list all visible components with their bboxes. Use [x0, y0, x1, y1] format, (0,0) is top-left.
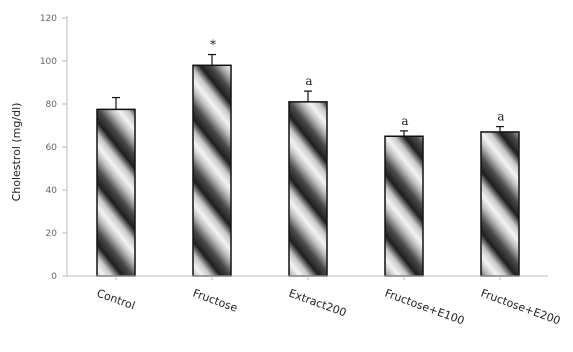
bar: [96, 108, 136, 277]
significance-label: *: [210, 38, 216, 52]
bar: [192, 64, 232, 277]
x-category-label: Fructose+E100: [383, 287, 466, 328]
y-tick-label: 0: [51, 272, 57, 282]
x-category-label: Extract200: [287, 287, 348, 320]
y-tick-label: 40: [46, 186, 58, 196]
significance-label: a: [497, 110, 504, 124]
y-tick-label: 20: [46, 229, 58, 239]
x-category-label: Fructose: [191, 287, 239, 315]
significance-label: a: [401, 114, 408, 128]
significance-label: a: [305, 74, 312, 88]
bar: [480, 131, 520, 277]
bar: [288, 101, 328, 277]
y-axis-title: Cholestrol (mg/dl): [10, 103, 23, 202]
bar: [384, 135, 424, 277]
y-tick-label: 60: [46, 143, 58, 153]
y-tick-label: 80: [46, 100, 58, 110]
y-tick-label: 120: [40, 14, 57, 24]
x-category-label: Fructose+E200: [479, 287, 562, 328]
x-category-label: Control: [95, 287, 137, 313]
y-tick-label: 100: [40, 57, 57, 67]
